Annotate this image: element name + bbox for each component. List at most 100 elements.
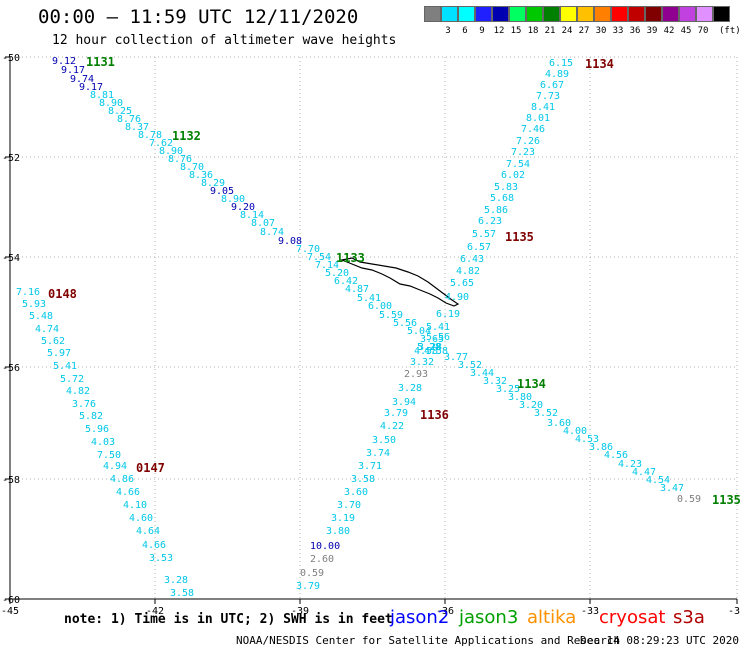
wave-height-value: 3.60 bbox=[344, 487, 368, 498]
colorbar-label: 45 bbox=[680, 26, 692, 36]
wave-height-value: 4.58 bbox=[414, 346, 438, 357]
colorbar-label: 6 bbox=[462, 26, 468, 36]
wave-height-value: 3.44 bbox=[470, 368, 494, 379]
pass-number-label: 1136 bbox=[420, 408, 449, 422]
wave-height-value: 5.86 bbox=[484, 205, 508, 216]
colorbar-label: 24 bbox=[561, 26, 573, 36]
wave-height-value: 8.41 bbox=[531, 102, 555, 113]
wave-height-value: 8.29 bbox=[201, 178, 225, 189]
wave-height-value: 3.20 bbox=[519, 400, 543, 411]
wave-height-value: 3.71 bbox=[358, 461, 382, 472]
credit-line: NOAA/NESDIS Center for Satellite Applica… bbox=[236, 634, 621, 647]
colorbar-label: 39 bbox=[646, 26, 658, 36]
wave-height-value: 5.62 bbox=[41, 336, 65, 347]
wave-height-value: 7.26 bbox=[516, 136, 540, 147]
wave-height-value: 4.82 bbox=[66, 386, 90, 397]
wave-height-value: 3.60 bbox=[547, 418, 571, 429]
wave-height-value: 8.36 bbox=[189, 170, 213, 181]
wave-height-value: 4.82 bbox=[456, 266, 480, 277]
wave-height-value: 6.02 bbox=[501, 170, 525, 181]
wave-height-value: 5.48 bbox=[29, 311, 53, 322]
wave-height-value: 3.28 bbox=[164, 575, 188, 586]
wave-height-value: 7.70 bbox=[296, 244, 320, 255]
wave-height-value: 5.59 bbox=[379, 310, 403, 321]
wave-height-value: 0.59 bbox=[300, 568, 324, 579]
legend-s3a: s3a bbox=[673, 607, 705, 628]
wave-height-value: 6.42 bbox=[334, 276, 358, 287]
wave-height-value: 4.86 bbox=[110, 474, 134, 485]
pass-number-label: 1132 bbox=[172, 129, 201, 143]
wave-height-value: 4.74 bbox=[35, 324, 59, 335]
wave-height-value: 3.79 bbox=[384, 408, 408, 419]
wave-height-value: 3.58 bbox=[170, 588, 194, 599]
wave-height-value: 4.47 bbox=[632, 467, 656, 478]
chart-subtitle: 12 hour collection of altimeter wave hei… bbox=[52, 33, 397, 48]
pass-number-label: 1134 bbox=[585, 57, 614, 71]
wave-height-value: 4.03 bbox=[91, 437, 115, 448]
wave-height-value: 8.70 bbox=[180, 162, 204, 173]
wave-height-value: 3.70 bbox=[337, 500, 361, 511]
lat-tick-label: -58 bbox=[2, 475, 20, 486]
wave-height-value: 8.07 bbox=[251, 218, 275, 229]
wave-height-value: 5.93 bbox=[22, 299, 46, 310]
wave-height-value: 4.60 bbox=[129, 513, 153, 524]
wave-height-value: 6.43 bbox=[460, 254, 484, 265]
wave-height-value: 3.19 bbox=[331, 513, 355, 524]
wave-height-value: 4.23 bbox=[618, 459, 642, 470]
wave-height-value: 5.04 bbox=[407, 326, 431, 337]
wave-height-value: 9.20 bbox=[231, 202, 255, 213]
wave-height-value: 9.08 bbox=[278, 236, 302, 247]
wave-height-value: 6.67 bbox=[540, 80, 564, 91]
wave-height-value: 8.90 bbox=[221, 194, 245, 205]
wave-height-value: 5.56 bbox=[426, 332, 450, 343]
lat-tick-label: -54 bbox=[2, 253, 20, 264]
pass-number-label: 1134 bbox=[517, 377, 546, 391]
wave-height-value: 5.20 bbox=[325, 268, 349, 279]
colorbar-label: 9 bbox=[479, 26, 485, 36]
wave-height-value: 9.74 bbox=[70, 74, 94, 85]
wave-height-value: 4.89 bbox=[545, 69, 569, 80]
wave-height-value: 5.65 bbox=[450, 278, 474, 289]
wave-height-value: 4.00 bbox=[563, 426, 587, 437]
wave-height-value: 0.59 bbox=[677, 494, 701, 505]
wave-height-value: 7.16 bbox=[16, 287, 40, 298]
pass-number-label: 1135 bbox=[712, 493, 740, 507]
colorbar-label: 42 bbox=[663, 26, 675, 36]
colorbar-swatch bbox=[713, 6, 730, 22]
wave-height-value: 8.14 bbox=[240, 210, 264, 221]
lat-tick-label: -60 bbox=[2, 595, 20, 606]
colorbar-swatch bbox=[645, 6, 662, 22]
wave-height-value: 8.90 bbox=[99, 98, 123, 109]
lon-tick-label: -42 bbox=[146, 606, 164, 617]
wave-height-value: 5.41 bbox=[53, 361, 77, 372]
wave-height-value: 9.12 bbox=[52, 56, 76, 67]
colorbar-swatch bbox=[611, 6, 628, 22]
wave-height-value: 8.81 bbox=[90, 90, 114, 101]
colorbar-swatch bbox=[594, 6, 611, 22]
wave-height-value: 5.97 bbox=[47, 348, 71, 359]
pass-number-label: 0148 bbox=[48, 287, 77, 301]
colorbar-label: 12 bbox=[493, 26, 505, 36]
wave-height-value: 4.10 bbox=[123, 500, 147, 511]
wave-height-value: 3.25 bbox=[496, 384, 520, 395]
wave-height-value: 5.68 bbox=[490, 193, 514, 204]
wave-height-value: 7.46 bbox=[521, 124, 545, 135]
wave-height-value: 4.53 bbox=[575, 434, 599, 445]
wave-height-value: 3.28 bbox=[398, 383, 422, 394]
colorbar-swatch bbox=[509, 6, 526, 22]
wave-height-value: 3.80 bbox=[508, 392, 532, 403]
colorbar-swatch bbox=[560, 6, 577, 22]
wave-height-value: 3.53 bbox=[149, 553, 173, 564]
lon-tick-label: -36 bbox=[436, 606, 454, 617]
wave-height-value: 2.60 bbox=[310, 554, 334, 565]
wave-height-value: 6.00 bbox=[368, 301, 392, 312]
chart-title: 00:00 – 11:59 UTC 12/11/2020 bbox=[38, 6, 359, 28]
wave-height-value: 7.73 bbox=[536, 91, 560, 102]
wave-height-value: 4.64 bbox=[136, 526, 160, 537]
footer-note: note: 1) Time is in UTC; 2) SWH is in fe… bbox=[64, 612, 393, 627]
wave-height-value: 5.83 bbox=[494, 182, 518, 193]
wave-height-value: 7.23 bbox=[511, 147, 535, 158]
wave-height-value: 3.47 bbox=[660, 483, 684, 494]
wave-height-value: 4.54 bbox=[646, 475, 670, 486]
wave-height-value: 3.74 bbox=[366, 448, 390, 459]
